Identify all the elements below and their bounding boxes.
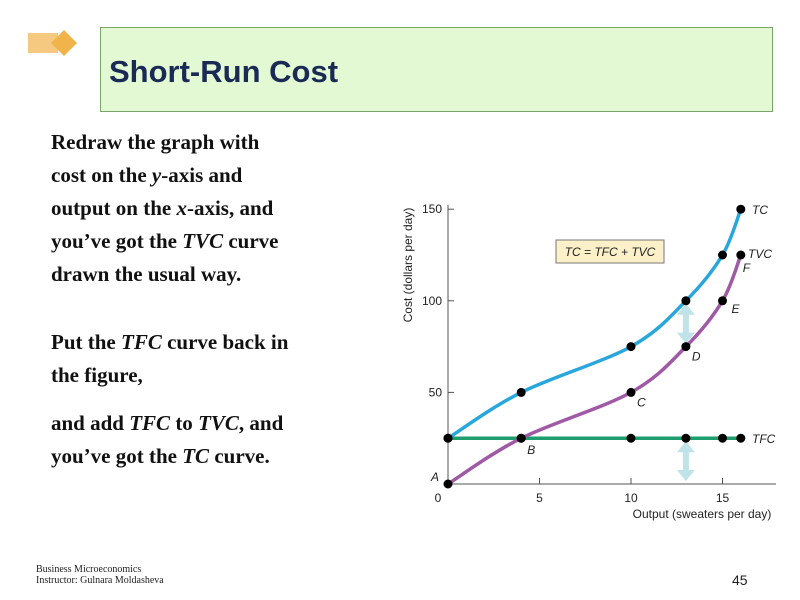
- text-run: curve: [223, 229, 279, 253]
- text-run-italic: y: [151, 163, 162, 187]
- paragraph-add-tfc: and add TFC to TVC, and you’ve got the T…: [51, 407, 371, 473]
- arrow-shaft: [682, 310, 689, 337]
- point-label-c: C: [637, 395, 646, 409]
- data-point-tvc: [736, 250, 746, 260]
- data-point-tvc: [626, 387, 636, 397]
- paragraph-put-tfc: Put the TFC curve back in the figure,: [51, 326, 371, 392]
- y-tick-label: 100: [422, 294, 442, 308]
- text-run: output on the: [51, 196, 177, 220]
- text-run: -axis and: [161, 163, 243, 187]
- data-point-tc: [736, 204, 746, 214]
- data-point-tvc: [443, 479, 453, 489]
- text-run: , and: [238, 411, 284, 435]
- text-run-italic: x: [176, 196, 187, 220]
- text-run: Redraw the graph with: [51, 130, 260, 154]
- text-run: the figure,: [51, 363, 143, 387]
- footer-course: Business Microeconomics: [36, 564, 142, 575]
- paragraph-redraw: Redraw the graph with cost on the y-axis…: [51, 126, 371, 291]
- curve-label-tfc: TFC: [752, 432, 776, 446]
- arrow-shaft: [682, 448, 689, 474]
- data-point-tc: [626, 342, 636, 352]
- data-point-tvc: [718, 296, 727, 306]
- data-point-tc: [681, 296, 691, 306]
- data-point-tfc: [626, 433, 636, 443]
- page-number: 45: [732, 572, 748, 588]
- data-point-tc: [443, 433, 453, 443]
- text-run: and add: [51, 411, 130, 435]
- data-point-tc: [718, 250, 727, 260]
- x-axis-label: Output (sweaters per day): [633, 507, 772, 521]
- arrow-head-down: [676, 470, 695, 481]
- text-run-italic: TFC: [129, 411, 171, 435]
- data-point-tfc: [736, 433, 746, 443]
- arrow-head-up: [676, 303, 695, 315]
- text-run-italic: TFC: [121, 330, 162, 354]
- x-tick-label: 10: [624, 491, 638, 505]
- text-run-italic: TVC: [182, 229, 224, 253]
- y-tick-label: 150: [422, 202, 442, 216]
- footer-instructor: Instructor: Gulnara Moldasheva: [36, 575, 164, 586]
- curve-label-tvc: TVC: [748, 247, 772, 261]
- point-label-d: D: [692, 350, 701, 364]
- double-arrow: [676, 441, 695, 481]
- data-point-tvc: [681, 342, 691, 352]
- point-label-e: E: [732, 302, 741, 316]
- equation-annotation: TC = TFC + TVC: [555, 239, 665, 264]
- slide-title: Short-Run Cost: [109, 54, 339, 89]
- arrow-head-down: [676, 332, 695, 344]
- y-axis-label: Cost (dollars per day): [401, 208, 415, 323]
- point-label-b: B: [527, 443, 535, 457]
- data-point-tvc: [516, 433, 526, 443]
- annotation-box: [555, 239, 665, 264]
- text-run: curve.: [209, 444, 270, 468]
- double-arrow: [676, 303, 695, 344]
- x-tick-label: 5: [536, 491, 543, 505]
- data-point-tc: [516, 387, 526, 397]
- text-run: -axis, and: [186, 196, 274, 220]
- annotation-text: TC = TFC + TVC: [565, 245, 656, 259]
- data-point-tfc: [681, 433, 691, 443]
- curve-label-tc: TC: [752, 203, 768, 217]
- y-tick-label: 50: [429, 385, 443, 399]
- x-tick-label: 0: [435, 491, 442, 505]
- text-run: to: [170, 411, 199, 435]
- text-run: curve back in: [161, 330, 289, 354]
- data-point-tfc: [718, 433, 727, 443]
- text-run: drawn the usual way.: [51, 262, 242, 286]
- text-run: cost on the: [51, 163, 152, 187]
- title-box: Short-Run Cost: [100, 27, 773, 112]
- footer: Business Microeconomics Instructor: Guln…: [36, 564, 164, 586]
- text-run-italic: TVC: [198, 411, 239, 435]
- text-run: Put the: [51, 330, 121, 354]
- text-run: you’ve got the: [51, 444, 183, 468]
- point-label-a: A: [430, 470, 439, 484]
- x-tick-label: 15: [716, 491, 730, 505]
- text-run: you’ve got the: [51, 229, 183, 253]
- text-run-italic: TC: [182, 444, 210, 468]
- point-label-f: F: [743, 261, 751, 275]
- arrow-head-up: [676, 441, 695, 453]
- diamond-logo-icon: [28, 30, 77, 56]
